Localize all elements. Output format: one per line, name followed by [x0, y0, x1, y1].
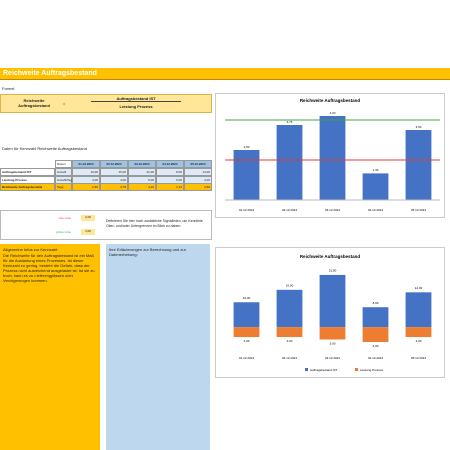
x-tick-label: 03.12.2024: [325, 356, 340, 360]
date-cell: 04.12.2024: [156, 160, 184, 168]
x-tick-label: 05.12.2024: [411, 208, 426, 212]
x-tick-label: 01.12.2024: [239, 208, 254, 212]
bar: [405, 130, 432, 200]
value-label: 4,00: [287, 339, 293, 343]
value-cell: 2,50: [72, 183, 100, 191]
notes-title: Ihre Erläuterungen zur Berechnung und zu…: [109, 247, 186, 257]
data-table: Datum 01.12.2024 02.12.2024 03.12.2024 04.12…: [0, 160, 212, 191]
bar: [233, 150, 260, 200]
value-label: 4,00: [244, 339, 250, 343]
formula-result: Reichweite Auftragsbestand: [18, 98, 50, 108]
chart-title: Reichweite Auftragsbestand: [300, 254, 361, 259]
value-label: 1,33: [373, 168, 379, 172]
header-cell: Datum: [55, 160, 72, 168]
value-cell: 3,75: [100, 183, 128, 191]
value-label: 10,00: [243, 296, 251, 300]
value-cell: 4,20: [128, 183, 156, 191]
formula-heading: Formel: [2, 86, 15, 91]
info-title: Allgemeine Infos zur Kennzahl:: [3, 247, 59, 252]
title: Reichweite Auftragsbestand: [3, 70, 97, 77]
info-box: Allgemeine Infos zur Kennzahl: Die Reich…: [0, 244, 100, 450]
signal-label: grüne Linie: [56, 230, 71, 234]
value-label: 14,00: [415, 286, 423, 290]
x-tick-label: 04.12.2024: [368, 208, 383, 212]
bar: [405, 327, 432, 338]
signal-list: rote Linie 2,00 grüne Linie 4,00: [1, 211, 101, 241]
x-tick-label: 03.12.2024: [325, 208, 340, 212]
x-tick-label: 02.12.2024: [282, 356, 297, 360]
legend-swatch: [305, 368, 308, 371]
x-tick-label: 04.12.2024: [368, 356, 383, 360]
signal-box: rote Linie 2,00 grüne Linie 4,00 Definieren…: [0, 210, 212, 240]
value-label: 4,20: [330, 111, 336, 115]
value-label: 8,00: [373, 301, 379, 305]
chart-1: Reichweite Auftragsbestand 2,50 01.12.2024…: [215, 93, 445, 218]
signal-value: 2,00: [81, 215, 95, 221]
bar: [276, 289, 303, 328]
date-cell: 03.12.2024: [128, 160, 156, 168]
bar: [319, 274, 346, 328]
formula-operator: =: [63, 101, 66, 106]
notes-box: Ihre Erläuterungen zur Berechnung und zu…: [106, 244, 210, 450]
value-label: 2,50: [244, 145, 250, 149]
x-tick-label: 05.12.2024: [411, 356, 426, 360]
value-cell: 1,33: [156, 183, 184, 191]
x-tick-label: 01.12.2024: [239, 356, 254, 360]
value-label: 21,00: [329, 269, 337, 273]
signal-value: 4,00: [81, 229, 95, 235]
bar: [362, 173, 389, 200]
chart-title: Reichweite Auftragsbestand: [300, 98, 361, 103]
date-cell: 01.12.2024: [72, 160, 100, 168]
value-label: 3,75: [287, 120, 293, 124]
bar: [276, 327, 303, 338]
date-cell: 05.12.2024: [184, 160, 212, 168]
title-bar: Reichweite Auftragsbestand: [0, 68, 450, 80]
value-cell: 3,50: [184, 183, 212, 191]
row-name: Reichweite Auftragsbestand: [0, 183, 55, 191]
table-title: Daten für Kennzahl Reichweite Auftragsbe…: [2, 146, 87, 151]
bar: [405, 292, 432, 328]
date-cell: 02.12.2024: [100, 160, 128, 168]
chart-2: Reichweite Auftragsbestand 10,00 15,00 21,0…: [215, 247, 445, 378]
legend-label: Leistung Prozess: [360, 368, 384, 372]
value-label: 15,00: [286, 284, 294, 288]
signal-label: rote Linie: [58, 216, 71, 220]
bar: [362, 307, 389, 328]
legend-label: Auftragsbestand IST: [310, 368, 338, 372]
legend-swatch: [355, 368, 358, 371]
bar: [319, 116, 346, 200]
value-label: 4,00: [416, 339, 422, 343]
bar: [319, 327, 346, 340]
bar: [233, 302, 260, 328]
formula-box: Reichweite Auftragsbestand = Auftragsbes…: [0, 94, 212, 113]
value-label: 6,00: [373, 344, 379, 348]
value-label: 3,50: [416, 125, 422, 129]
bar: [276, 125, 303, 200]
info-text: Die Reichweite für den Auftragsbestand i…: [3, 253, 95, 283]
bar: [233, 327, 260, 338]
signal-note: Definieren Sie hier noch zusätzliche Sig…: [106, 219, 203, 228]
row-unit: Tage: [55, 183, 72, 191]
formula-denominator: Leistung Prozess: [119, 104, 153, 109]
x-tick-label: 02.12.2024: [282, 208, 297, 212]
bar: [362, 327, 389, 342]
formula-numerator: Auftragsbestand IST: [91, 96, 181, 102]
value-label: 5,00: [330, 341, 336, 345]
